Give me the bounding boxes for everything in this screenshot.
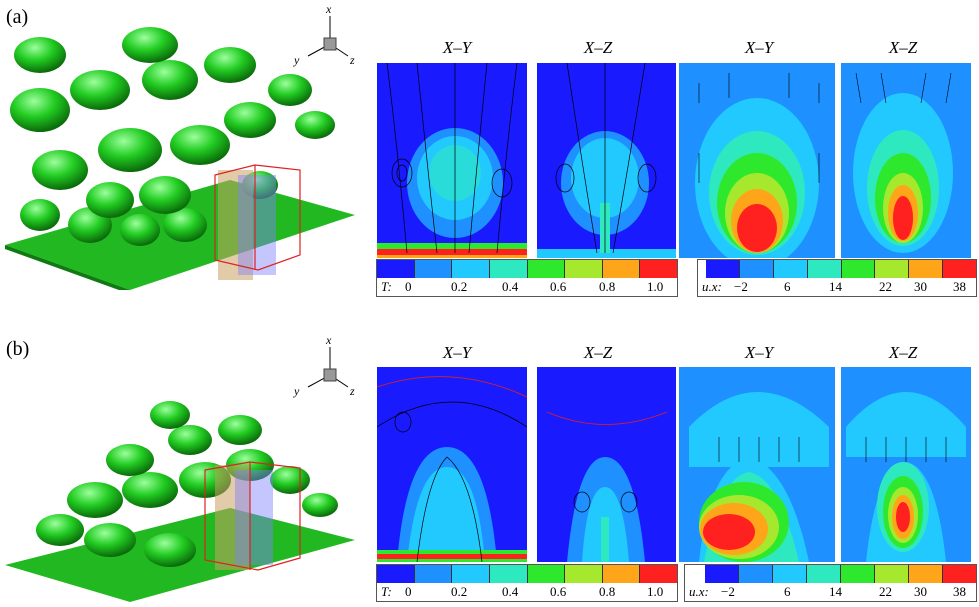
- legend-tick: 0: [405, 584, 412, 599]
- panel-a-legend-T: T: 0 0.2 0.4 0.6 0.8 1.0: [376, 259, 678, 297]
- panel-a-isosurface-3d: [5, 27, 355, 290]
- legend-tick: 0.2: [451, 584, 468, 599]
- panel-b-contour-T-XZ: [537, 367, 676, 562]
- legend-tick: 0.6: [550, 279, 567, 294]
- panel-b-legend-T: T: 0 0.2 0.4 0.6 0.8 1.0: [376, 564, 678, 602]
- legend-tick: 38: [953, 279, 966, 294]
- panel-b-title-T-XZ: X–Z: [583, 343, 613, 362]
- triad-x-label: x: [326, 333, 332, 347]
- panel-b-legend-u: u.x: −2 6 14 22 30 38: [684, 564, 977, 602]
- triad-z-label: z: [350, 53, 355, 67]
- legend-tick: −2: [734, 279, 748, 294]
- panel-a-title-T-XZ: X–Z: [583, 38, 613, 57]
- legend-T-name: T:: [381, 279, 392, 294]
- legend-tick: 1.0: [647, 584, 664, 599]
- legend-tick: 0.2: [451, 279, 468, 294]
- panel-b-contour-u-XY: [679, 367, 835, 562]
- panel-a-title-u-XZ: X–Z: [888, 38, 918, 57]
- panel-a-title-u-XY: X–Y: [744, 38, 774, 57]
- triad-y-label: y: [294, 384, 300, 398]
- panel-b-contour-u-XZ: [841, 367, 971, 562]
- legend-tick: 0.6: [550, 584, 567, 599]
- legend-tick: 22: [879, 584, 892, 599]
- legend-tick: 0.4: [502, 584, 519, 599]
- triad-z-label: z: [350, 384, 355, 398]
- panel-a-label: (a): [6, 6, 29, 28]
- legend-u-name: u.x:: [702, 279, 722, 294]
- legend-tick: 1.0: [647, 279, 664, 294]
- panel-b-contour-T-XY: [377, 367, 527, 562]
- legend-tick: 0.4: [502, 279, 519, 294]
- legend-tick: 30: [914, 584, 927, 599]
- legend-tick: 0.8: [599, 279, 616, 294]
- legend-colorbar: [377, 260, 677, 278]
- legend-T-name: T:: [381, 584, 392, 599]
- panel-a-contour-T-XY: [377, 63, 527, 258]
- panel-b-isosurface-3d: [5, 401, 355, 602]
- legend-tick: 14: [829, 584, 842, 599]
- panel-b-axis-triad: [307, 347, 349, 388]
- legend-u-name: u.x:: [689, 584, 709, 599]
- panel-a-title-T-XY: X–Y: [442, 38, 472, 57]
- panel-a-contour-u-XZ: [841, 63, 971, 258]
- legend-tick: −2: [721, 584, 735, 599]
- panel-b-title-u-XY: X–Y: [744, 343, 774, 362]
- legend-tick: 0.8: [599, 584, 616, 599]
- legend-tick: 14: [829, 279, 842, 294]
- legend-tick: 30: [914, 279, 927, 294]
- triad-x-label: x: [326, 2, 332, 16]
- triad-y-label: y: [294, 53, 300, 67]
- panel-a-contour-T-XZ: [537, 63, 676, 258]
- legend-tick: 6: [784, 279, 791, 294]
- legend-colorbar: [705, 565, 976, 583]
- legend-tick: 6: [784, 584, 791, 599]
- legend-tick: 0: [405, 279, 412, 294]
- panel-a-legend-u: u.x: −2 6 14 22 30 38: [697, 259, 977, 297]
- legend-tick: 38: [953, 584, 966, 599]
- legend-colorbar: [706, 260, 976, 278]
- legend-colorbar: [377, 565, 677, 583]
- legend-tick: 22: [879, 279, 892, 294]
- panel-a-contour-u-XY: [679, 63, 835, 258]
- panel-b-label: (b): [6, 338, 30, 360]
- panel-a-axis-triad: [307, 16, 349, 57]
- panel-b-title-u-XZ: X–Z: [888, 343, 918, 362]
- panel-b-title-T-XY: X–Y: [442, 343, 472, 362]
